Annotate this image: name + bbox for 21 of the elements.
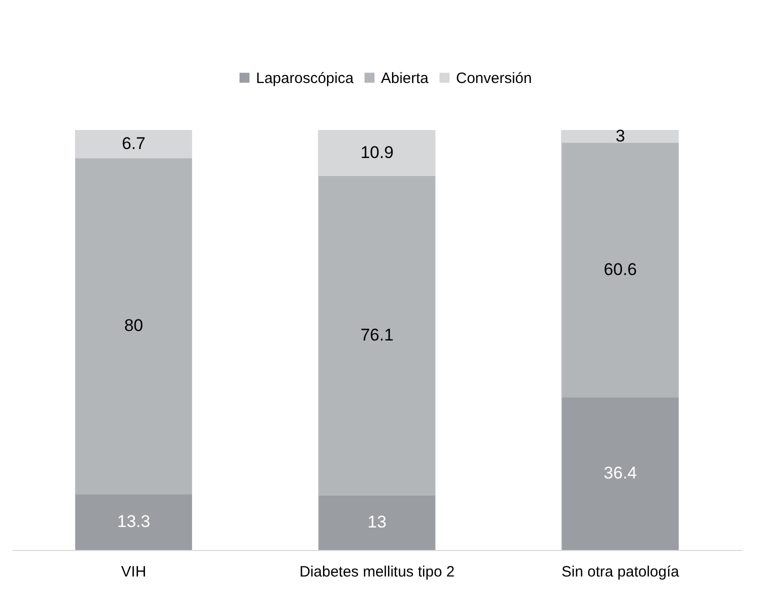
bar	[318, 176, 436, 496]
bar	[75, 158, 192, 494]
data-label: 3	[616, 126, 626, 146]
data-label: 13.3	[117, 512, 150, 532]
bar	[562, 142, 679, 398]
data-label: 13	[368, 512, 386, 532]
data-label: 80	[124, 316, 144, 336]
data-label: 60.6	[604, 260, 637, 279]
data-label: 10.9	[360, 142, 394, 162]
data-label: 76.1	[360, 326, 394, 345]
x-tick-label: VIH	[121, 564, 146, 580]
data-label: 36.4	[604, 464, 637, 483]
x-tick-label: Diabetes mellitus tipo 2	[299, 564, 455, 580]
x-tick-label: Sin otra patología	[562, 564, 680, 580]
bar	[75, 494, 192, 550]
bar	[562, 397, 679, 550]
data-label: 6.7	[122, 134, 146, 154]
bar	[318, 495, 436, 550]
legend-label: Laparoscópica	[256, 70, 354, 87]
legend-label: Conversión	[456, 70, 532, 87]
legend-label: Abierta	[381, 70, 430, 87]
